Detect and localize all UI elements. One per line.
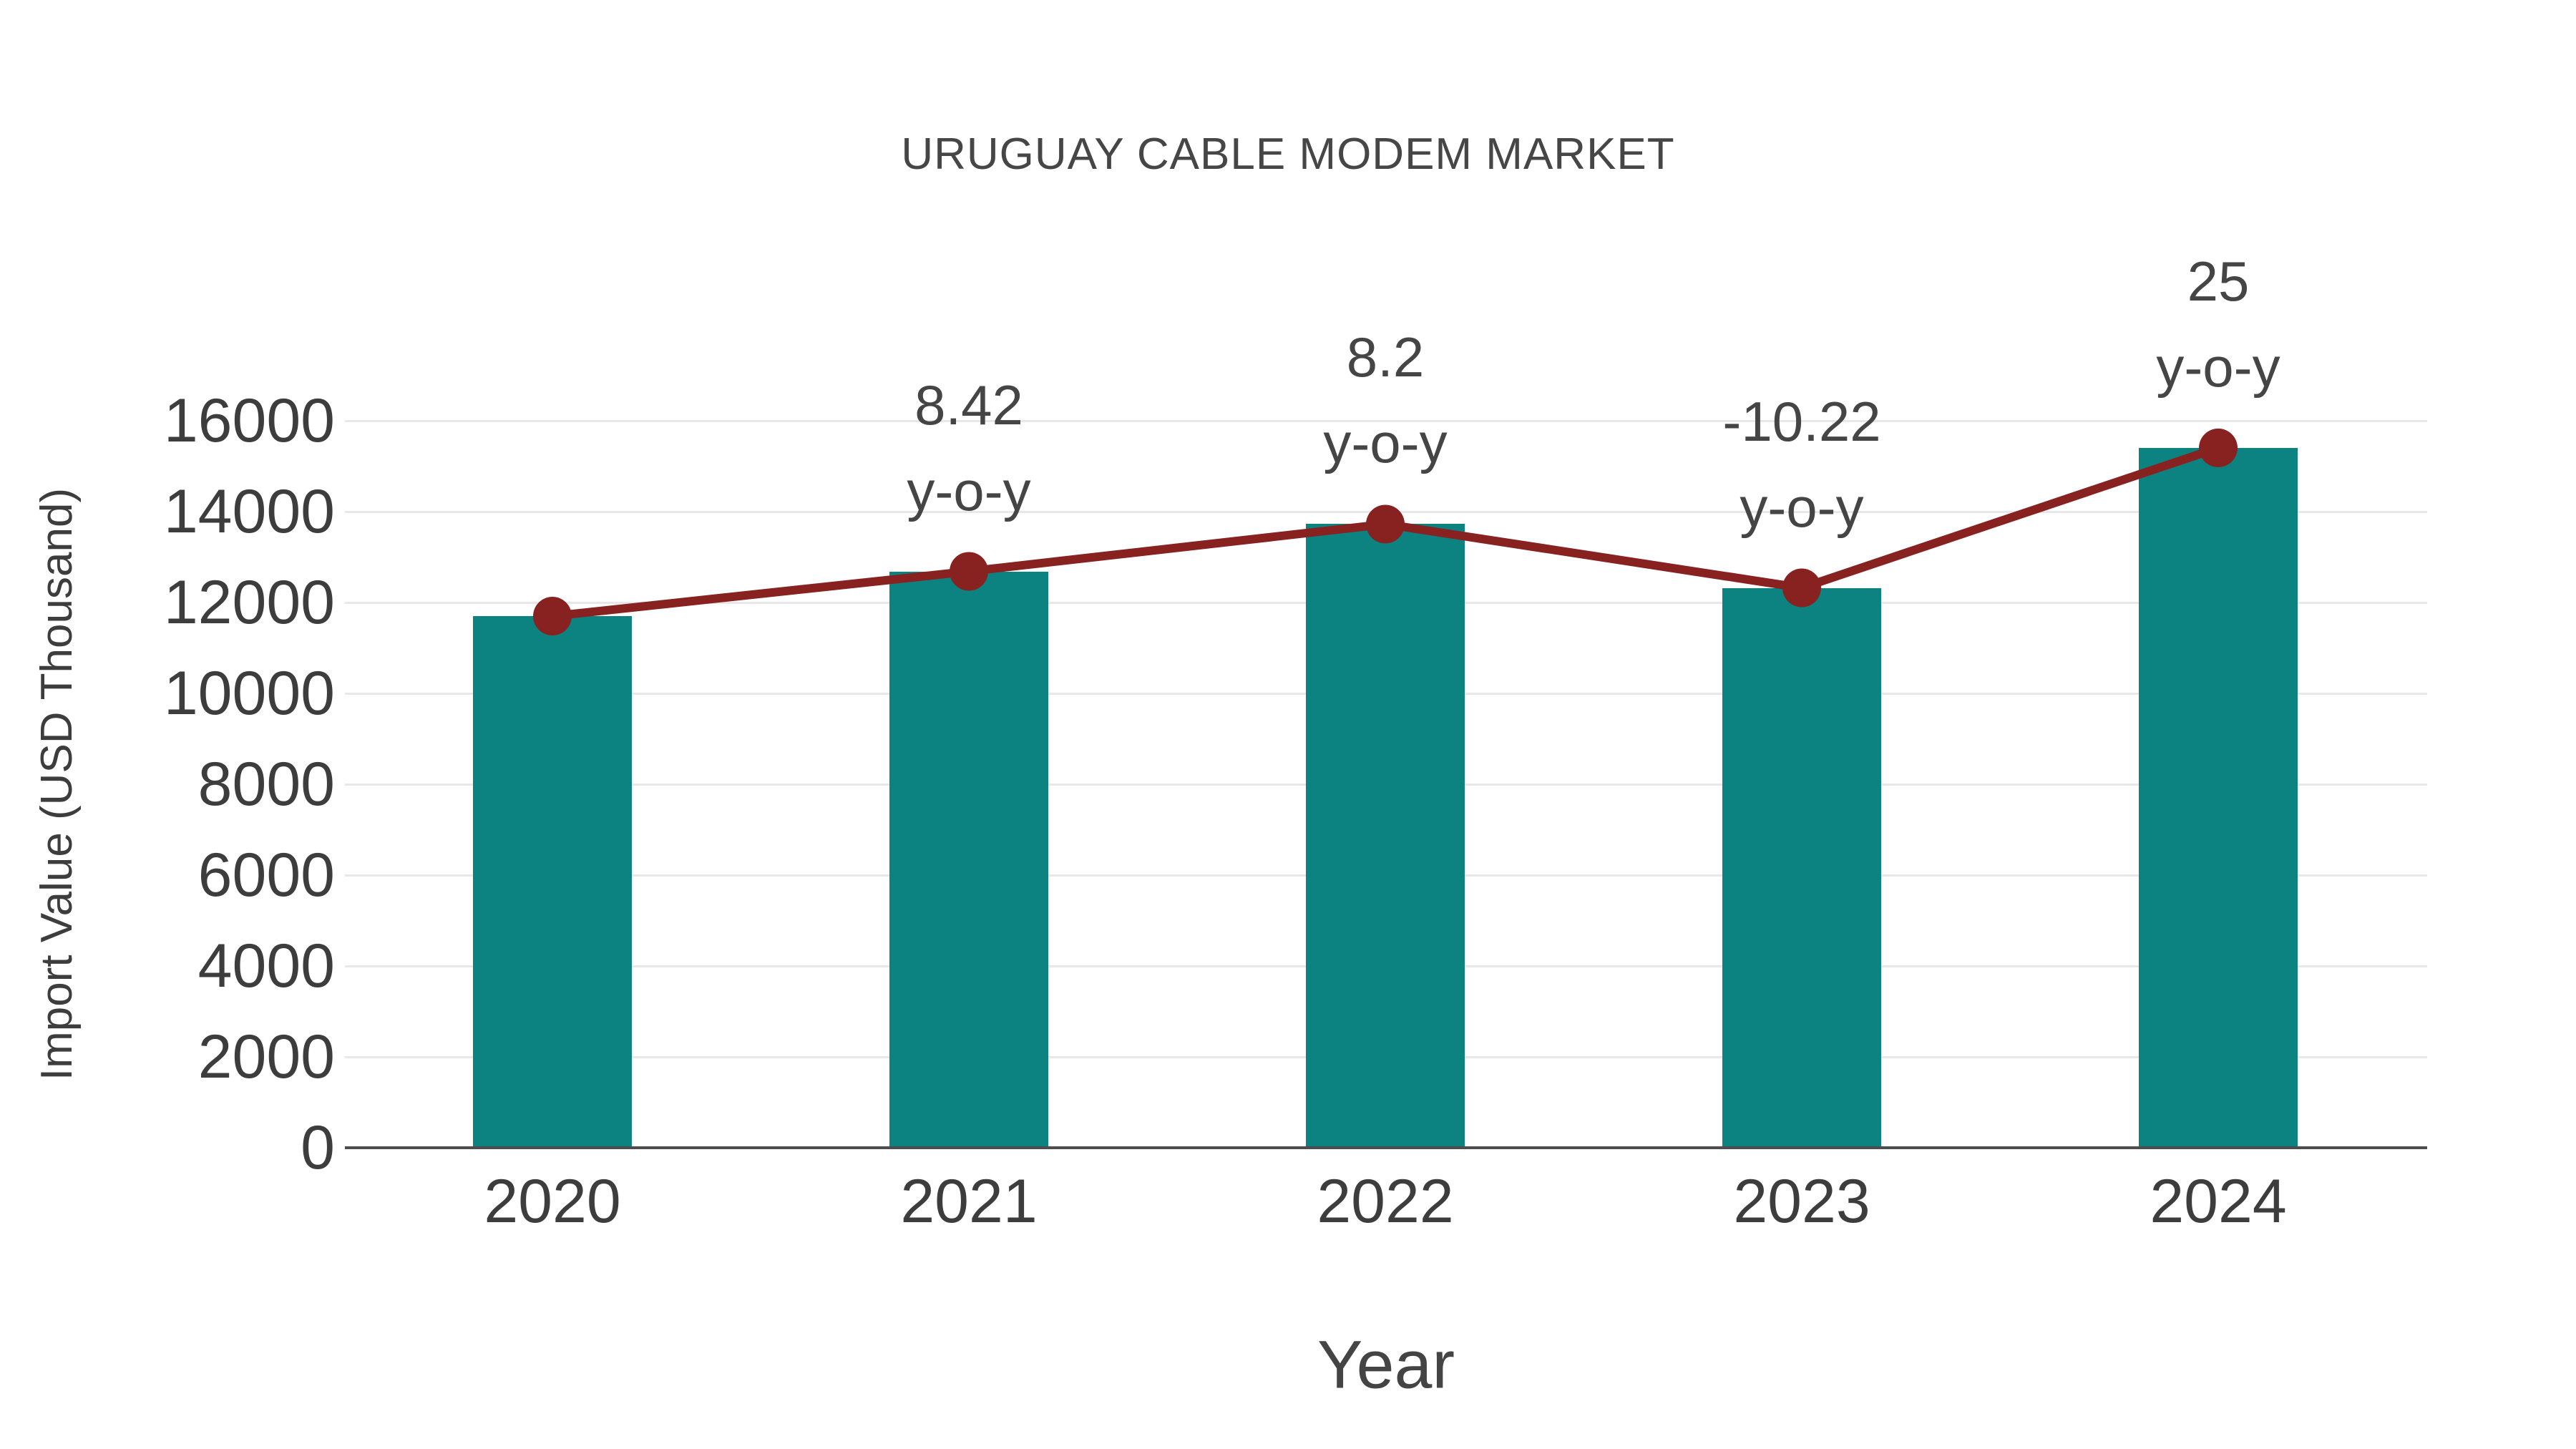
y-tick-label: 12000: [163, 568, 335, 637]
data-point-marker: [533, 597, 572, 636]
x-tick-label: 2020: [484, 1167, 621, 1236]
bar-2021: [889, 571, 1048, 1148]
bar-2023: [1722, 587, 1881, 1148]
x-tick-label: 2021: [900, 1167, 1038, 1236]
y-tick-label: 10000: [163, 659, 335, 728]
y-tick-label: 14000: [163, 477, 335, 546]
y-tick-label: 0: [301, 1113, 335, 1182]
x-tick-label: 2024: [2150, 1167, 2287, 1236]
annotation-suffix: y-o-y: [2156, 335, 2280, 399]
annotation-value: 8.42: [914, 373, 1023, 436]
x-tick-label: 2023: [1733, 1167, 1870, 1236]
data-point-marker: [1366, 504, 1405, 544]
gridline: [345, 419, 2427, 422]
annotation-value: 8.2: [1346, 326, 1425, 389]
annotation-suffix: y-o-y: [907, 459, 1031, 522]
annotation-value: -10.22: [1722, 389, 1881, 453]
y-tick-label: 4000: [197, 932, 335, 1000]
y-tick-label: 8000: [197, 750, 335, 819]
annotation-value: 25: [2187, 249, 2250, 313]
bar-2020: [473, 616, 632, 1148]
x-axis-line: [345, 1146, 2427, 1149]
annotation-suffix: y-o-y: [1323, 411, 1448, 475]
data-point-marker: [950, 552, 988, 591]
data-point-marker: [1782, 568, 1821, 608]
bar-2024: [2139, 447, 2298, 1148]
x-axis-title: Year: [1317, 1327, 1455, 1403]
x-tick-label: 2022: [1317, 1167, 1454, 1236]
y-tick-label: 16000: [163, 386, 335, 455]
bar-2022: [1306, 524, 1465, 1148]
annotation-suffix: y-o-y: [1740, 475, 1864, 539]
y-tick-label: 2000: [197, 1023, 335, 1091]
data-point-marker: [2199, 428, 2238, 467]
y-tick-label: 6000: [197, 841, 335, 909]
chart-title: URUGUAY CABLE MODEM MARKET: [901, 130, 1675, 179]
